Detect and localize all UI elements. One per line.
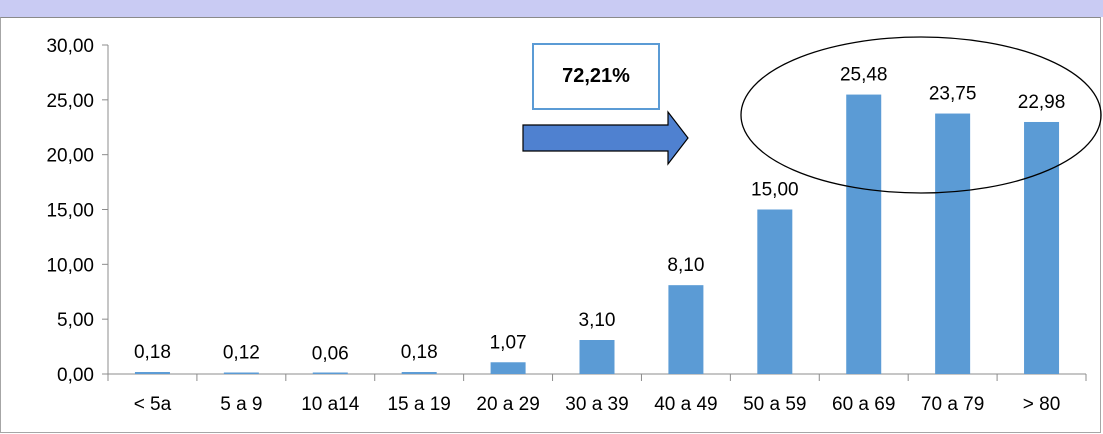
value-label: 0,18 <box>134 342 171 363</box>
y-tick-label: 25,00 <box>46 91 94 112</box>
x-tick-label: < 5a <box>134 394 172 415</box>
x-tick-label: 10 a14 <box>301 394 360 415</box>
bar <box>490 362 526 374</box>
x-tick-label: 60 a 69 <box>832 394 895 415</box>
value-label: 1,07 <box>490 332 527 353</box>
x-tick-label: > 80 <box>1023 394 1061 415</box>
percentage-callout: 72,21% <box>532 43 660 110</box>
bar <box>935 113 971 375</box>
bar <box>846 94 882 374</box>
chart-frame <box>0 17 1101 433</box>
chart-value-labels: 0,18 0,12 0,06 0,18 1,07 3,10 8,10 15,00 25,48 23… <box>134 65 1065 365</box>
y-tick-label: 30,00 <box>46 36 94 57</box>
bar <box>134 372 170 374</box>
bar <box>1024 121 1060 375</box>
x-tick-label: 20 a 29 <box>476 394 539 415</box>
bar <box>223 372 259 374</box>
chart-x-labels: < 5a 5 a 9 10 a14 15 a 19 20 a 29 30 a 39 40 a… <box>134 394 1061 415</box>
right-arrow-annotation <box>522 110 689 166</box>
value-label: 8,10 <box>667 255 704 276</box>
highlight-ellipse <box>740 36 1102 194</box>
x-tick-label: 5 a 9 <box>220 394 262 415</box>
value-label: 22,98 <box>1018 92 1066 113</box>
value-label: 3,10 <box>579 310 616 331</box>
y-tick-label: 20,00 <box>46 146 94 167</box>
percentage-callout-text: 72,21% <box>562 65 630 87</box>
top-band <box>0 0 1103 17</box>
x-tick-label: 40 a 49 <box>654 394 717 415</box>
x-tick-label: 15 a 19 <box>387 394 450 415</box>
bar <box>757 209 793 374</box>
x-tick-label: 50 a 59 <box>743 394 806 415</box>
value-label: 0,12 <box>223 343 260 364</box>
value-label: 0,18 <box>401 342 438 363</box>
value-label: 25,48 <box>840 65 888 86</box>
y-tick-label: 0,00 <box>57 365 94 386</box>
bar <box>312 372 348 374</box>
chart-y-labels: 0,00 5,00 10,00 15,00 20,00 25,00 30,00 <box>46 36 94 386</box>
x-tick-label: 30 a 39 <box>565 394 628 415</box>
x-tick-label: 70 a 79 <box>921 394 984 415</box>
bar <box>401 372 437 374</box>
y-tick-label: 5,00 <box>57 310 94 331</box>
chart-bars <box>134 94 1060 375</box>
y-tick-label: 15,00 <box>46 201 94 222</box>
chart-annotations <box>522 36 1102 194</box>
value-label: 15,00 <box>751 180 799 201</box>
y-tick-label: 10,00 <box>46 255 94 276</box>
bar <box>668 285 704 374</box>
value-label: 0,06 <box>312 343 349 364</box>
value-label: 23,75 <box>929 84 977 105</box>
bar <box>579 340 615 374</box>
